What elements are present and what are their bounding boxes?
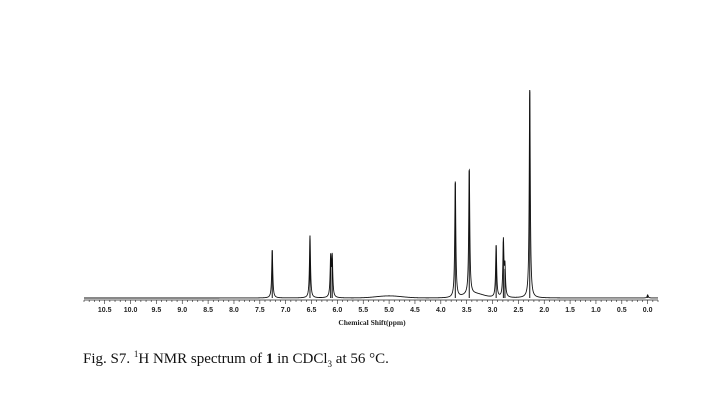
x-axis-tick-label: 3.5 (462, 307, 472, 314)
caption-prefix: Fig. S7. (83, 351, 134, 367)
caption-compound: 1 (265, 351, 274, 367)
x-axis-tick-label: 9.0 (177, 307, 187, 314)
x-axis-tick-label: 7.5 (255, 307, 265, 314)
x-axis-tick-label: 5.0 (384, 307, 394, 314)
x-axis-tick-labels: 10.5 10.0 9.5 9.0 8.5 8.0 7.5 7.0 6.5 6.0 5.5 5.0 4.… (98, 307, 653, 314)
caption-part2: in CDCl (273, 351, 328, 367)
x-axis-tick-label: 1.0 (591, 307, 601, 314)
x-axis-tick-label: 5.5 (358, 307, 368, 314)
x-axis-tick-label: 10.0 (124, 307, 138, 314)
x-axis-tick-label: 6.5 (307, 307, 317, 314)
x-axis-tick-label: 10.5 (98, 307, 112, 314)
figure-caption: Fig. S7. 1H NMR spectrum of 1 in CDCl3 a… (83, 349, 389, 369)
caption-part1: H NMR spectrum of (138, 351, 266, 367)
spectrum-trace (84, 91, 658, 299)
x-axis-ticks (83, 300, 659, 304)
x-axis-tick-label: 2.0 (539, 307, 549, 314)
x-axis-tick-label: 0.0 (643, 307, 653, 314)
x-axis-tick-label: 7.0 (281, 307, 291, 314)
caption-superscript: 1 (133, 349, 139, 359)
x-axis-tick-label: 9.5 (152, 307, 162, 314)
caption-part3: at 56 °C. (332, 351, 389, 367)
x-axis-tick-label: 8.0 (229, 307, 239, 314)
x-axis-tick-label: 8.5 (203, 307, 213, 314)
x-axis-tick-label: 3.0 (488, 307, 498, 314)
x-axis-tick-label: 6.0 (333, 307, 343, 314)
caption-subscript: 3 (327, 359, 333, 369)
x-axis-tick-label: 2.5 (514, 307, 524, 314)
x-axis-tick-label: 4.0 (436, 307, 446, 314)
peak-markers (271, 90, 649, 298)
x-axis-tick-label: 4.5 (410, 307, 420, 314)
x-axis-label: Chemical Shift(ppm) (338, 318, 406, 327)
x-axis-tick-label: 0.5 (617, 307, 627, 314)
x-axis-tick-label: 1.5 (565, 307, 575, 314)
